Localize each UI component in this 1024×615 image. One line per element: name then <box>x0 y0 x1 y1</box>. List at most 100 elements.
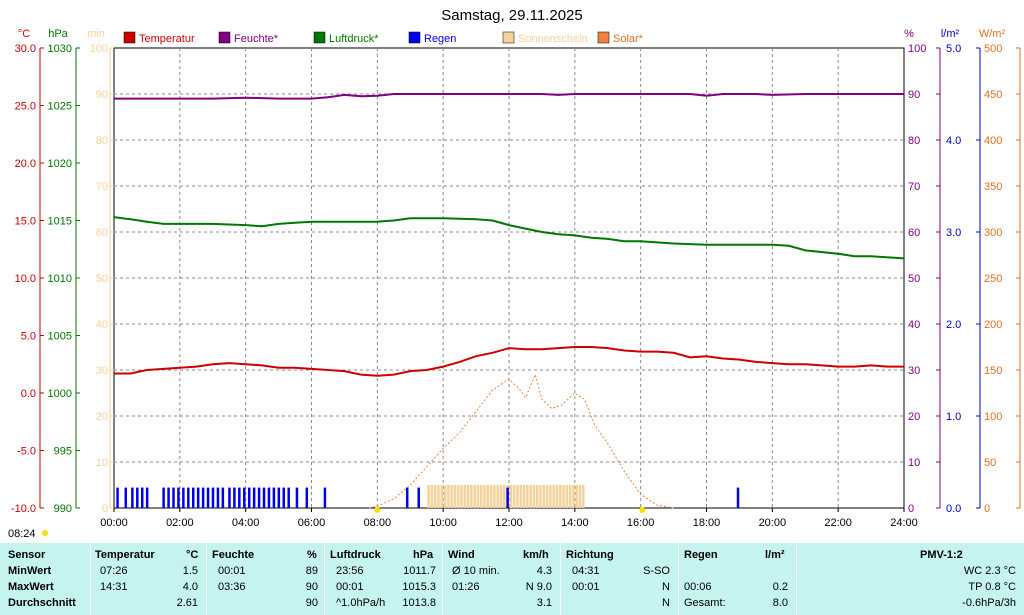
sunshine-bar <box>519 485 523 508</box>
sun-minutes-tick-label: 10 <box>96 457 108 469</box>
sunshine-bar <box>483 485 486 508</box>
sunshine-bar <box>437 485 440 508</box>
header-rain: Regen <box>684 549 718 561</box>
solar-tick-label: 300 <box>984 227 1002 239</box>
rain-bar <box>228 487 231 508</box>
weather-chart: Samstag, 29.11.2025 °C hPa min% l/m² W/m² 30.0… <box>8 7 1021 540</box>
rain-bar <box>295 487 299 508</box>
axis-unit-rain: l/m² <box>941 28 960 40</box>
rain-bar <box>216 487 220 508</box>
pressure-line <box>113 216 905 260</box>
stats-temp-time: 07:26 <box>100 565 128 577</box>
sunshine-bar <box>427 485 430 508</box>
sunshine-bar <box>532 485 536 508</box>
x-tick-label: 04:00 <box>232 517 260 529</box>
sun-minutes-tick-label: 60 <box>96 227 108 239</box>
stats-press-val: 1013.8 <box>402 597 436 609</box>
legend-label: Solar* <box>613 33 644 45</box>
sunshine-bar <box>430 485 434 508</box>
rain-bar <box>136 487 139 508</box>
humidity-tick-label: 0 <box>908 503 914 515</box>
rain-bar <box>287 487 290 508</box>
sunshine-bar <box>545 485 549 508</box>
stats-wind-label: Ø 10 min. <box>452 565 500 577</box>
rain-bar <box>736 487 740 508</box>
stats-panel: Sensor Temperatur °C Feuchte % Luftdruck… <box>0 543 1024 615</box>
stats-separator <box>796 543 797 615</box>
sunshine-bar <box>480 485 483 508</box>
legend-label: Temperatur <box>139 33 195 45</box>
x-tick-label: 06:00 <box>298 517 326 529</box>
stats-hum-val: 89 <box>305 565 318 577</box>
legend-swatch <box>502 31 515 44</box>
rain-bar <box>238 487 241 508</box>
sunshine-bar <box>552 485 555 508</box>
pressure-tick-label: 1025 <box>48 101 72 113</box>
stats-separator <box>678 543 679 615</box>
rain-tick-label: 4.0 <box>946 135 961 147</box>
legend-swatch <box>313 31 326 44</box>
header-humidity-unit: % <box>307 549 317 561</box>
stats-dir-val: S-SO <box>643 565 670 577</box>
temp-tick-label: 10.0 <box>15 273 36 285</box>
humidity-tick-label: 60 <box>908 227 920 239</box>
x-tick-label: 00:00 <box>100 517 128 529</box>
legend-swatch <box>218 31 231 44</box>
solar-line <box>368 373 674 509</box>
solar-tick-label: 150 <box>984 365 1002 377</box>
rain-bar <box>417 487 420 508</box>
sun-minutes-tick-label: 0 <box>102 503 108 515</box>
stats-label: MinWert <box>8 565 52 577</box>
sunshine-bar <box>562 485 565 508</box>
rain-bar <box>267 487 271 508</box>
legend-swatch <box>597 31 610 44</box>
rain-bar <box>323 487 327 508</box>
solar-tick-label: 100 <box>984 411 1002 423</box>
stats-separator <box>560 543 561 615</box>
rain-bar <box>257 487 261 508</box>
stats-temp-val: 2.61 <box>176 597 198 609</box>
header-direction: Richtung <box>566 549 614 561</box>
sunshine-bar <box>535 485 539 508</box>
rain-bar <box>131 487 134 508</box>
pressure-tick-label: 995 <box>54 446 72 458</box>
rain-bar <box>201 487 205 508</box>
stats-pmv: TP 0.8 °C <box>968 581 1016 593</box>
pressure-tick-label: 1010 <box>48 273 72 285</box>
sunshine-bar <box>466 485 470 508</box>
legend-label: Feuchte* <box>234 33 279 45</box>
x-tick-label: 22:00 <box>824 517 852 529</box>
axis-unit-sun-minutes: min <box>87 28 105 40</box>
sunshine-bar <box>433 485 437 508</box>
x-tick-label: 10:00 <box>429 517 457 529</box>
solar-tick-label: 0 <box>984 503 990 515</box>
solar-tick-label: 250 <box>984 273 1002 285</box>
axis-unit-temp: °C <box>18 28 30 40</box>
temp-tick-label: 20.0 <box>15 158 36 170</box>
stats-hum-val: 90 <box>305 597 318 609</box>
sun-marker <box>639 507 646 513</box>
sunshine-bar <box>555 485 559 508</box>
stats-press-time: ^1.0hPa/h <box>336 597 386 609</box>
header-wind-unit: km/h <box>523 549 549 561</box>
sunshine-bar <box>559 485 562 508</box>
stats-temp-time: 14:31 <box>100 581 128 593</box>
sunshine-bar <box>493 485 496 508</box>
x-tick-label: 12:00 <box>495 517 523 529</box>
pressure-tick-label: 990 <box>54 503 72 515</box>
pressure-tick-label: 1030 <box>48 43 72 55</box>
humidity-tick-label: 30 <box>908 365 920 377</box>
header-pmv: PMV-1:2 <box>920 549 963 561</box>
sun-minutes-tick-label: 70 <box>96 181 108 193</box>
stats-dir-val: N <box>662 581 670 593</box>
sunshine-bar <box>565 485 569 508</box>
humidity-tick-label: 80 <box>908 135 920 147</box>
sunrise-time: 08:24 <box>8 528 36 540</box>
sunshine-bar <box>447 485 450 508</box>
stats-hum-val: 90 <box>305 581 318 593</box>
rain-bar <box>187 487 190 508</box>
sun-minutes-tick-label: 50 <box>96 273 108 285</box>
rain-bar <box>145 487 149 508</box>
rain-bar <box>277 487 281 508</box>
stats-temp-val: 1.5 <box>182 565 198 577</box>
